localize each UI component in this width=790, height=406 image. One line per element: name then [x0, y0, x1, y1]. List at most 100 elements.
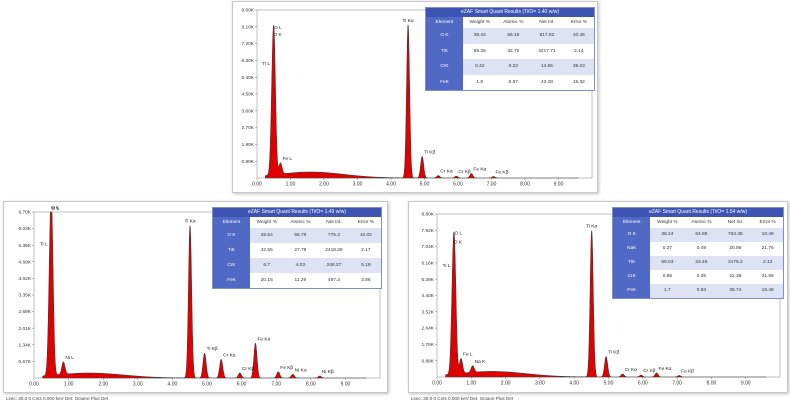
y-tick-label: 4.40K: [421, 293, 434, 299]
x-tick-label: 0.00: [29, 382, 39, 388]
status-bar-2: Lsec: 30.0 0 Cnts 0.000 keV Det: Octane …: [6, 396, 109, 401]
value-cell: 10.02: [359, 233, 372, 238]
peak-label: Fe Kβ: [681, 369, 694, 375]
x-tick-label: 5.00: [202, 382, 212, 388]
peak-label: Cr Kβ: [643, 368, 656, 374]
element-cell: NaK: [613, 242, 651, 256]
peak-label: Fe Kα: [257, 336, 270, 342]
x-tick-label: 3.00: [535, 381, 545, 387]
y-tick-label: 5.36K: [18, 243, 31, 249]
x-tick-label: 2.00: [319, 182, 329, 188]
value-cell: 487.3: [327, 278, 340, 283]
quant-table-2: eZAF Smart Quant Results (Ti/O= 1.49 w/w…: [212, 207, 382, 289]
quant-table-1: eZAF Smart Quant Results (Ti/O= 1.40 w/w…: [425, 7, 595, 91]
peak-label: O K: [454, 240, 463, 246]
value-cell: 0.83: [696, 288, 707, 293]
y-tick-label: 2.70K: [241, 125, 254, 131]
column-header: Weight %: [469, 20, 490, 25]
x-tick-label: 3.00: [133, 382, 143, 388]
value-cell: 1.7: [664, 288, 671, 293]
value-cell: 5.19: [361, 263, 371, 268]
value-cell: 21.76: [761, 246, 774, 251]
x-tick-label: 5.00: [604, 381, 614, 387]
peak-label: Ti Kβ: [207, 346, 218, 352]
table-row: TiK 59.03 33.45 3175.2 2.13: [613, 256, 783, 270]
peak-label: Fe Kα: [659, 366, 672, 372]
peak-label: Ni Kα: [295, 367, 307, 373]
x-tick-label: 2.00: [98, 382, 108, 388]
peak-label: Cr Kβ: [242, 366, 255, 372]
value-cell: 0.37: [662, 246, 673, 251]
quant-table-title: eZAF Smart Quant Results (Ti/O= 1.40 w/w…: [426, 8, 594, 17]
element-cell: CrK: [613, 270, 651, 284]
value-cell: 764.35: [728, 232, 743, 237]
value-cell: 6.7: [263, 263, 271, 268]
column-header: Net Int.: [539, 20, 555, 25]
element-cell: FeK: [426, 74, 463, 90]
value-cell: 2.14: [574, 48, 584, 54]
table-row: CrK 0.42 0.22 14.55 39.23: [426, 59, 594, 75]
y-tick-label: 7.92K: [421, 228, 434, 234]
y-tick-label: 7.04K: [421, 244, 434, 250]
value-cell: 11.29: [294, 278, 307, 283]
column-header: Error %: [759, 220, 776, 225]
value-cell: 66.19: [507, 33, 520, 38]
y-tick-label: 2.01K: [18, 326, 31, 332]
spectrum-panel-3: 0.88K 1.76K 2.64K 3.52K 4.40K 5.28K 6.16K 7.04K…: [408, 201, 788, 393]
quant-table-3: eZAF Smart Quant Results (Ti/O= 1.54 w/w…: [612, 207, 784, 299]
column-header: Element: [613, 217, 651, 228]
value-cell: 28.54: [260, 233, 273, 238]
value-cell: 248.37: [326, 263, 342, 268]
value-cell: 59.03: [661, 260, 674, 265]
table-row: FeK 1.7 0.83 39.74 15.48: [613, 284, 783, 298]
x-tick-label: 4.00: [569, 381, 579, 387]
value-cell: 0.42: [475, 64, 485, 69]
table-row: TiK 42.55 27.79 2418.28 2.17: [213, 243, 381, 258]
value-cell: 10.49: [761, 232, 774, 237]
element-cell: CrK: [213, 258, 250, 273]
peak-label: Ni Kβ: [322, 369, 334, 375]
y-tick-label: 3.52K: [421, 309, 434, 315]
value-cell: 817.92: [539, 33, 555, 38]
y-tick-label: 6.30K: [241, 58, 254, 64]
value-cell: 2.13: [763, 260, 773, 265]
value-cell: 0.49: [696, 246, 707, 251]
spectrum-area: [265, 24, 579, 179]
y-tick-label: 6.16K: [421, 261, 434, 267]
value-cell: 1.8: [476, 79, 484, 85]
peak-label: Ti L: [40, 242, 48, 248]
quant-table-title: eZAF Smart Quant Results (Ti/O= 1.49 w/w…: [213, 208, 381, 217]
peak-label: Ti Kβ: [608, 350, 619, 356]
x-tick-label: 1.00: [466, 381, 476, 387]
x-tick-label: 1.00: [64, 382, 74, 388]
x-tick-label: 3.00: [353, 182, 363, 188]
value-cell: 31.58: [761, 274, 774, 279]
element-cell: O K: [613, 228, 651, 242]
element-cell: FeK: [613, 284, 651, 298]
y-tick-label: 7.20K: [241, 41, 254, 47]
x-tick-label: 5.00: [420, 182, 430, 188]
peak-label: Cr Kα: [223, 352, 236, 358]
peak-label: O L: [454, 231, 462, 237]
table-row: O K 39.42 66.19 817.92 10.46: [426, 28, 594, 44]
column-header: Atomic %: [503, 20, 524, 25]
peak-label: Fe L: [463, 351, 473, 357]
value-cell: 27.79: [294, 248, 307, 253]
y-tick-label: 6.03K: [18, 226, 31, 232]
value-cell: 0.22: [508, 64, 519, 69]
value-cell: 775.3: [327, 233, 340, 238]
x-tick-label: 7.00: [672, 381, 682, 387]
value-cell: 43.28: [540, 79, 553, 85]
value-cell: 0.35: [696, 274, 707, 279]
value-cell: 3175.2: [728, 260, 743, 265]
peak-label: Ti Kα: [184, 219, 195, 225]
y-tick-label: 3.60K: [241, 108, 254, 114]
value-cell: 20.15: [260, 278, 273, 283]
value-cell: 39.42: [473, 33, 486, 38]
table-row: FeK 1.8 0.87 43.28 15.32: [426, 74, 594, 90]
value-cell: 4.03: [295, 263, 306, 268]
value-cell: 2418.28: [325, 248, 343, 253]
y-tick-label: 4.50K: [241, 92, 254, 98]
y-tick-label: 8.80K: [421, 212, 434, 218]
quant-table-header: Element Weight % Atomic % Net Int. Error %: [426, 17, 594, 28]
